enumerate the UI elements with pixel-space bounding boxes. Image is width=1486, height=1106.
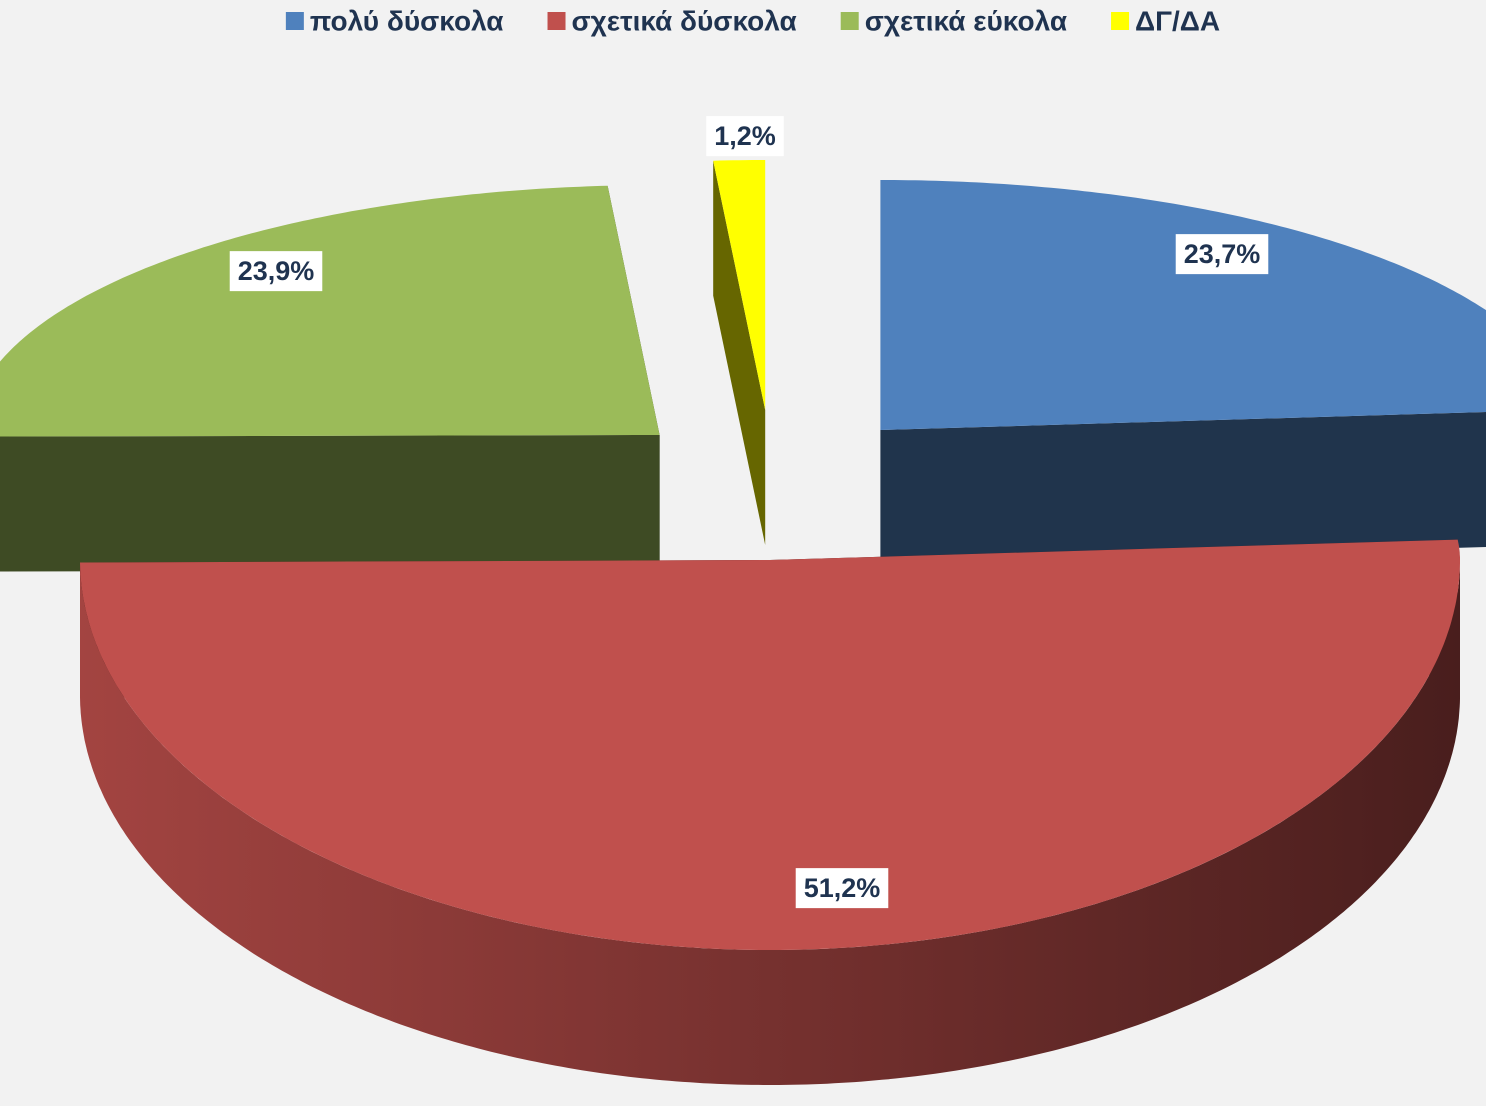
legend-label: σχετικά δύσκολα bbox=[572, 5, 797, 36]
slice bbox=[880, 180, 1486, 430]
legend-swatch bbox=[285, 12, 304, 30]
slice bbox=[80, 539, 1460, 1085]
slice-side bbox=[713, 160, 766, 545]
data-label-box bbox=[229, 251, 323, 292]
legend-swatch bbox=[1111, 12, 1130, 30]
data-label: 51,2% bbox=[804, 873, 881, 903]
slice bbox=[713, 160, 766, 410]
data-label-box bbox=[795, 868, 889, 909]
slice bbox=[880, 180, 1486, 565]
data-label: 1,2% bbox=[714, 121, 776, 151]
legend-swatch bbox=[840, 12, 859, 30]
data-label-box bbox=[1175, 234, 1269, 275]
legend-label: πολύ δύσκολα bbox=[310, 5, 504, 36]
legend: πολύ δύσκολα σχετικά δύσκολα σχετικά εύκολ… bbox=[285, 5, 1220, 36]
data-label: 23,9% bbox=[238, 256, 315, 286]
slice bbox=[713, 160, 766, 545]
legend-swatch bbox=[547, 12, 566, 30]
slice bbox=[80, 539, 1460, 950]
legend-label: ΔΓ/ΔΑ bbox=[1135, 5, 1220, 36]
data-label-box bbox=[706, 116, 784, 157]
slice bbox=[0, 185, 660, 437]
legend-label: σχετικά εύκολα bbox=[865, 5, 1067, 36]
slice-outer-side bbox=[80, 560, 1460, 1085]
slice-side bbox=[0, 435, 660, 572]
data-label: 23,7% bbox=[1184, 239, 1261, 269]
slice-side bbox=[880, 412, 1486, 565]
slice bbox=[0, 185, 660, 572]
